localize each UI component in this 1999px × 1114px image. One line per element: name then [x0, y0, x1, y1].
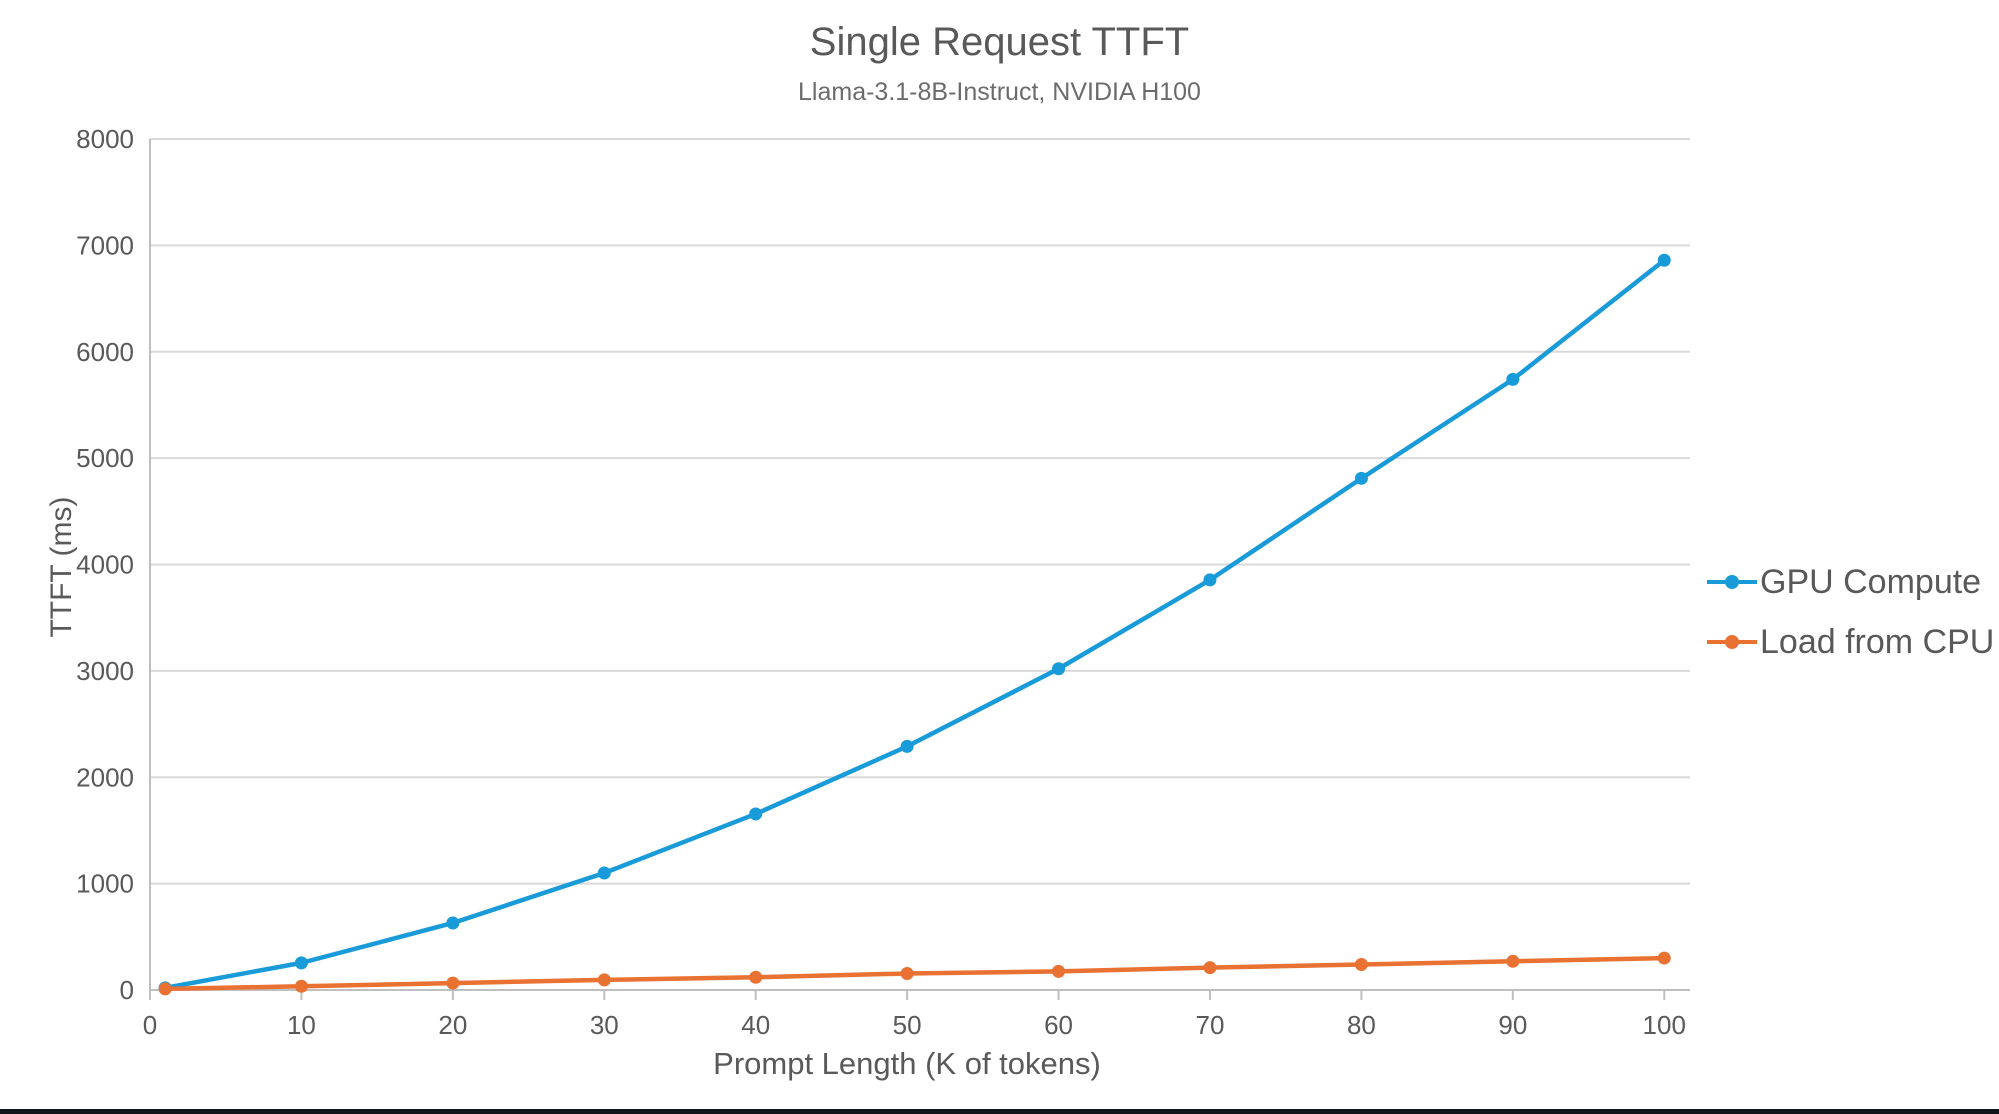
data-point-0-30 — [597, 866, 611, 880]
y-tick-label-1000: 1000 — [76, 869, 134, 899]
y-tick-label-2000: 2000 — [76, 762, 134, 792]
x-axis-title: Prompt Length (K of tokens) — [713, 1046, 1101, 1081]
legend-marker-gpu-compute — [1707, 575, 1757, 589]
data-point-0-80 — [1354, 471, 1368, 485]
legend-label-load-from-cpu: Load from CPU — [1760, 622, 1995, 661]
series-line-0 — [162, 258, 1667, 991]
data-point-1-70 — [1203, 961, 1217, 975]
x-tick-label-60: 60 — [1044, 1010, 1073, 1040]
y-axis-title: TTFT (ms) — [45, 496, 78, 638]
legend-item-load-from-cpu: Load from CPU — [1706, 620, 1994, 664]
x-tick-label-70: 70 — [1196, 1010, 1225, 1040]
series-line-1 — [162, 955, 1667, 992]
x-tick-label-40: 40 — [741, 1010, 770, 1040]
data-point-0-10 — [294, 956, 308, 970]
legend-label-gpu-compute: GPU Compute — [1760, 562, 1982, 601]
x-tick-label-100: 100 — [1643, 1010, 1686, 1040]
data-point-1-30 — [597, 973, 611, 987]
legend: GPU Compute Load from CPU — [1706, 560, 1994, 664]
data-point-1-10 — [294, 979, 308, 993]
data-point-1-40 — [749, 970, 763, 984]
chart-title: Single Request TTFT — [809, 20, 1190, 64]
chart-subtitle: Llama-3.1-8B-Instruct, NVIDIA H100 — [798, 78, 1201, 106]
data-point-0-100 — [1657, 253, 1671, 267]
x-tick-label-0: 0 — [143, 1010, 157, 1040]
data-point-1-80 — [1354, 957, 1368, 971]
data-point-1-90 — [1506, 954, 1520, 968]
data-point-0-40 — [749, 807, 763, 821]
data-point-1-1 — [158, 982, 172, 996]
y-tick-label-3000: 3000 — [76, 656, 134, 686]
data-point-1-60 — [1052, 964, 1066, 978]
x-tick-label-80: 80 — [1347, 1010, 1376, 1040]
y-tick-label-0: 0 — [120, 975, 134, 1005]
bottom-edge-bar — [0, 1109, 1999, 1114]
data-point-0-60 — [1052, 662, 1066, 676]
x-tick-label-10: 10 — [287, 1010, 316, 1040]
x-tick-label-90: 90 — [1498, 1010, 1527, 1040]
data-point-0-20 — [446, 916, 460, 930]
x-tick-label-30: 30 — [590, 1010, 619, 1040]
data-point-0-50 — [900, 739, 914, 753]
data-point-1-50 — [900, 967, 914, 981]
y-tick-label-4000: 4000 — [76, 550, 134, 580]
y-tick-label-5000: 5000 — [76, 443, 134, 473]
x-tick-label-50: 50 — [893, 1010, 922, 1040]
data-point-1-100 — [1657, 951, 1671, 965]
y-tick-label-7000: 7000 — [76, 230, 134, 260]
y-tick-label-8000: 8000 — [76, 124, 134, 154]
y-tick-label-6000: 6000 — [76, 337, 134, 367]
legend-marker-load-from-cpu — [1707, 635, 1757, 649]
data-point-1-20 — [446, 976, 460, 990]
data-point-0-70 — [1203, 573, 1217, 587]
legend-item-gpu-compute: GPU Compute — [1706, 560, 1994, 604]
data-point-0-90 — [1506, 372, 1520, 386]
x-tick-label-20: 20 — [438, 1010, 467, 1040]
